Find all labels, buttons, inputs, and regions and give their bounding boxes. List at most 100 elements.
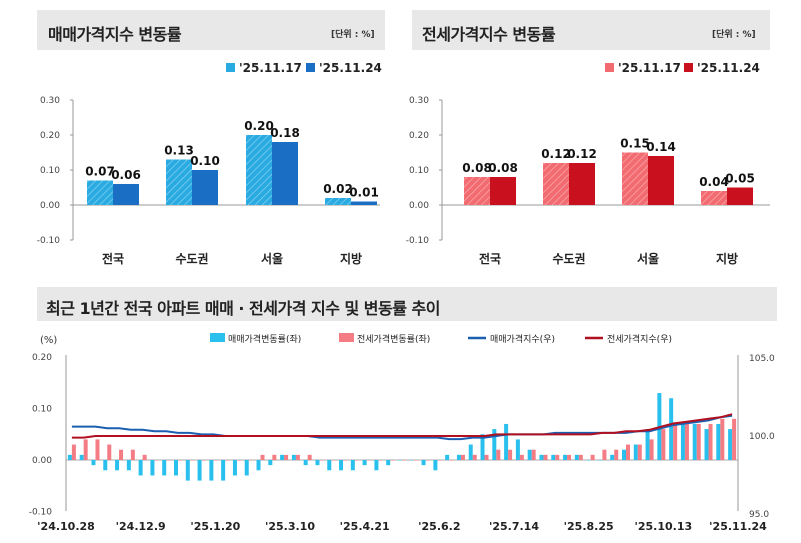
trend-jeonse-rate-bar [354,460,359,461]
jeonse-bar-수도권-1 [569,163,595,205]
trend-jeonse-rate-bar [496,449,501,460]
trend-sale-rate-bar [268,460,273,466]
trend-jeonse-rate-bar [472,454,477,460]
jeonse-category-label: 서울 [637,251,659,266]
trend-jeonse-rate-bar [83,439,88,460]
jeonse-chart-header [412,10,770,50]
trend-sale-rate-bar [174,460,178,476]
trend-jeonse-rate-bar [413,460,418,461]
trend-jeonse-rate-bar [119,449,124,460]
trend-sale-rate-bar [409,460,414,461]
trend-sale-rate-bar [303,460,308,466]
jeonse-value-label: 0.04 [699,175,729,189]
sale-legend-swatch-1 [306,63,315,72]
trend-right-tick: 105.0 [749,354,775,364]
trend-sale-rate-bar [339,460,344,471]
trend-legend-swatch-0 [210,333,225,342]
trend-left-tick: 0.20 [32,353,52,363]
trend-sale-rate-bar [527,449,532,460]
jeonse-legend-label-0: '25.11.17 [618,61,681,75]
trend-jeonse-rate-bar [331,460,336,461]
trend-jeonse-rate-bar [696,423,701,460]
sale-chart-header [37,10,385,50]
trend-jeonse-rate-bar [508,449,513,460]
trend-legend-swatch-1 [339,333,354,342]
trend-sale-rate-bar [680,423,685,460]
trend-jeonse-rate-bar [366,460,371,461]
trend-sale-rate-bar [350,460,355,471]
trend-jeonse-rate-bar [378,460,383,461]
trend-jeonse-rate-bar [402,460,406,461]
trend-jeonse-rate-bar [213,460,218,461]
jeonse-chart-unit: [단위 : %] [712,30,756,40]
sale-ytick: 0.20 [40,131,60,141]
sale-value-label: 0.13 [164,144,194,158]
sale-chart-unit: [단위 : %] [331,30,375,40]
trend-jeonse-rate-bar [590,454,595,460]
trend-jeonse-rate-bar [295,454,300,460]
trend-jeonse-rate-bar [201,460,206,461]
jeonse-legend-label-1: '25.11.24 [697,61,760,75]
jeonse-legend-swatch-0 [605,63,614,72]
trend-sale-rate-bar [67,454,72,460]
trend-jeonse-rate-bar [225,460,230,461]
trend-jeonse-rate-bar [284,454,289,460]
trend-jeonse-rate-bar [661,429,666,460]
jeonse-bar-서울-0 [622,152,648,205]
trend-sale-rate-bar [633,444,638,460]
trend-x-label: '25.4.21 [340,520,390,533]
trend-sale-rate-bar [669,398,674,460]
sale-ytick: 0.30 [40,96,60,106]
trend-jeonse-rate-bar [626,444,630,460]
trend-sale-rate-bar [551,454,556,460]
trend-jeonse-rate-bar [248,460,253,461]
jeonse-ytick: 0.20 [409,131,429,141]
trend-legend-label-3: 전세가격지수(우) [607,333,672,345]
trend-sale-rate-bar [386,460,391,466]
trend-sale-rate-bar [150,460,155,476]
trend-sale-rate-bar [221,460,226,481]
sale-value-label: 0.06 [111,168,141,182]
trend-jeonse-rate-bar [95,439,100,460]
trend-sale-rate-bar [362,460,367,466]
trend-sale-rate-bar [291,454,296,460]
trend-jeonse-rate-bar [637,444,642,460]
trend-sale-rate-bar [515,439,520,460]
trend-sale-rate-bar [622,449,626,460]
trend-sale-rate-bar [692,423,697,460]
trend-jeonse-rate-bar [260,454,265,460]
sale-value-label: 0.02 [323,182,353,196]
trend-legend-label-0: 매매가격변동률(좌) [228,333,301,345]
sale-value-label: 0.01 [349,186,379,200]
trend-jeonse-rate-bar [425,460,430,461]
trend-jeonse-rate-bar [673,423,678,460]
trend-jeonse-rate-bar [614,449,619,460]
trend-sale-rate-bar [126,460,131,471]
trend-jeonse-rate-bar [555,454,560,460]
trend-jeonse-rate-bar [307,454,312,460]
trend-x-label: '25.11.24 [709,520,767,533]
trend-jeonse-rate-bar [602,449,607,460]
trend-jeonse-index-line [71,413,733,439]
trend-x-label: '25.10.13 [635,520,693,533]
trend-jeonse-rate-bar [708,423,713,460]
trend-jeonse-rate-bar [437,460,442,461]
trend-sale-rate-bar [280,454,285,460]
trend-sale-rate-bar [445,454,450,460]
trend-jeonse-rate-bar [189,460,194,461]
jeonse-value-label: 0.12 [567,147,597,161]
trend-sale-rate-bar [162,460,167,476]
trend-left-tick: -0.10 [29,508,53,518]
jeonse-bar-수도권-0 [543,163,569,205]
trend-jeonse-rate-bar [732,418,737,460]
trend-jeonse-rate-bar [390,460,395,461]
jeonse-ytick: 0.00 [409,201,429,211]
sale-ytick: -0.10 [37,236,61,246]
trend-sale-index-line [71,414,733,441]
trend-sale-rate-bar [610,454,615,460]
trend-sale-rate-bar [115,460,120,471]
trend-jeonse-rate-bar [720,418,725,460]
trend-legend-label-2: 매매가격지수(우) [490,333,555,345]
trend-x-label: '24.12.9 [116,520,166,533]
trend-sale-rate-bar [256,460,261,471]
